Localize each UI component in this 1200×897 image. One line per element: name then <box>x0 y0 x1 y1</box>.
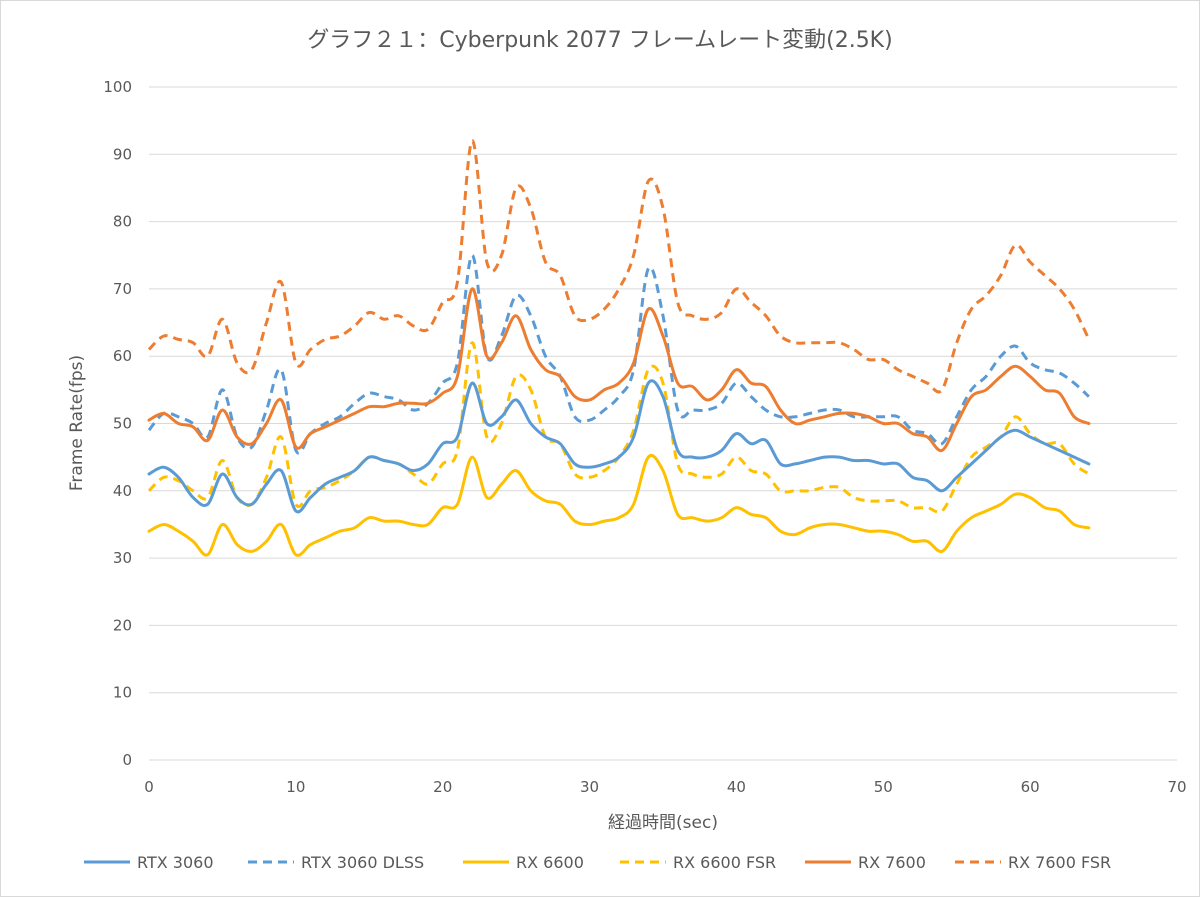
y-tick-label: 100 <box>103 78 132 96</box>
legend-label: RX 7600 <box>858 853 926 872</box>
x-tick-label: 50 <box>874 778 893 796</box>
grid-lines <box>149 86 1177 761</box>
x-axis-ticks: 0 10 20 30 40 50 60 70 <box>144 778 1186 796</box>
y-tick-label: 70 <box>113 280 132 298</box>
legend-label: RTX 3060 <box>137 853 214 872</box>
y-tick-label: 30 <box>113 549 132 567</box>
x-tick-label: 10 <box>286 778 305 796</box>
y-tick-label: 40 <box>113 482 132 500</box>
x-tick-label: 60 <box>1021 778 1040 796</box>
series-lines <box>147 139 1091 557</box>
x-tick-label: 70 <box>1167 778 1186 796</box>
legend-label: RX 7600 FSR <box>1008 853 1111 872</box>
y-tick-label: 50 <box>113 415 132 433</box>
y-axis-label: Frame Rate(fps) <box>67 355 87 491</box>
x-tick-label: 20 <box>433 778 452 796</box>
legend-label: RX 6600 <box>516 853 584 872</box>
legend: RTX 3060 RTX 3060 DLSS RX 6600 RX 6600 FSR R… <box>84 853 1111 872</box>
chart-title: グラフ２１：Cyberpunk 2077 フレームレート変動(2.5K) <box>307 28 893 53</box>
series-line-rx-7600-fsr <box>147 139 1091 394</box>
x-tick-label: 40 <box>727 778 746 796</box>
y-tick-label: 60 <box>113 347 132 365</box>
y-tick-label: 0 <box>122 751 132 769</box>
legend-label: RTX 3060 DLSS <box>301 853 424 872</box>
y-tick-label: 20 <box>113 616 132 634</box>
y-tick-label: 10 <box>113 684 132 702</box>
legend-label: RX 6600 FSR <box>673 853 776 872</box>
series-line-rx-6600 <box>147 454 1091 557</box>
series-line-rx-7600 <box>147 287 1091 453</box>
y-tick-label: 90 <box>113 145 132 163</box>
x-tick-label: 30 <box>580 778 599 796</box>
y-tick-label: 80 <box>113 213 132 231</box>
series-line-rtx-3060 <box>147 379 1091 514</box>
y-axis-ticks: 0 10 20 30 40 50 60 70 80 90 100 <box>103 78 132 769</box>
x-axis-label: 経過時間(sec) <box>608 813 718 833</box>
x-tick-label: 0 <box>144 778 154 796</box>
